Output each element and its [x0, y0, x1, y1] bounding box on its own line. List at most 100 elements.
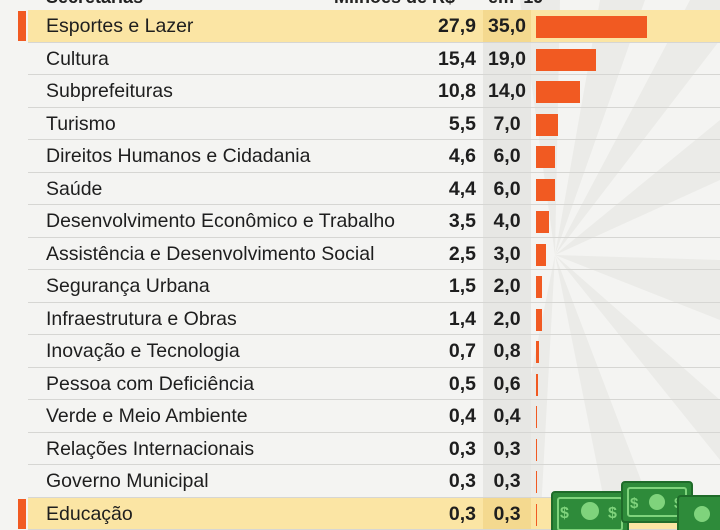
category-label: Inovação e Tecnologia	[46, 340, 240, 362]
table-header: Secretarias Milhões de R$ em '19	[0, 0, 720, 9]
column-shade	[483, 432, 531, 465]
column-shade	[483, 42, 531, 75]
bar	[536, 16, 647, 38]
highlight-marker	[18, 11, 26, 41]
bar	[536, 48, 597, 71]
value-milhoes: 2,5	[448, 242, 476, 265]
value-em-19: 0,3	[493, 470, 521, 492]
column-shade	[483, 497, 531, 530]
table-row: Relações Internacionais 0,3 0,3	[0, 432, 720, 465]
table-row: Pessoa com Deficiência 0,5 0,6	[0, 367, 720, 400]
row-divider	[28, 236, 720, 238]
bar	[536, 308, 543, 331]
column-shade	[483, 465, 531, 498]
category-label: Saúde	[46, 177, 103, 200]
table-row: Infraestrutura e Obras 1,4 2,0	[0, 302, 720, 335]
row-divider	[28, 106, 720, 108]
row-divider	[28, 171, 720, 173]
column-shade	[483, 172, 531, 205]
value-milhoes: 0,7	[448, 340, 476, 362]
value-milhoes: 0,3	[448, 470, 476, 492]
bar	[536, 211, 549, 233]
row-divider	[28, 204, 720, 205]
column-shade	[483, 237, 531, 270]
column-shade	[483, 107, 531, 140]
value-em-19: 0,8	[493, 340, 521, 362]
money-bills-icon: $ $ $ $	[551, 481, 720, 530]
value-em-19: 7,0	[493, 112, 521, 135]
table-row: Desenvolvimento Econômico e Trabalho 3,5 4…	[0, 205, 720, 238]
table-row: Direitos Humanos e Cidadania 4,6 6,0	[0, 140, 720, 173]
category-label: Educação	[46, 502, 133, 525]
value-em-19: 14,0	[488, 80, 526, 102]
bar	[536, 178, 556, 201]
category-label: Direitos Humanos e Cidadania	[46, 145, 311, 167]
table-row: Segurança Urbana 1,5 2,0	[0, 270, 720, 303]
category-label: Verde e Meio Ambiente	[46, 405, 248, 427]
category-label: Infraestrutura e Obras	[46, 307, 237, 330]
value-milhoes: 4,6	[448, 145, 476, 167]
category-label: Relações Internacionais	[46, 437, 255, 460]
svg-text:$: $	[608, 505, 617, 522]
value-milhoes: 0,5	[448, 372, 476, 395]
category-label: Segurança Urbana	[46, 275, 210, 297]
value-em-19: 2,0	[493, 307, 521, 330]
category-label: Cultura	[46, 47, 109, 70]
column-shade	[483, 205, 531, 238]
row-divider	[28, 301, 720, 303]
row-divider	[28, 366, 720, 368]
value-milhoes: 1,5	[448, 275, 476, 297]
value-milhoes: 1,4	[448, 307, 476, 330]
bar	[536, 503, 537, 526]
table-row: Assistência e Desenvolvimento Social 2,5 3…	[0, 237, 720, 270]
category-label: Governo Municipal	[46, 470, 209, 492]
bar	[536, 373, 538, 396]
category-label: Assistência e Desenvolvimento Social	[46, 242, 375, 265]
category-label: Pessoa com Deficiência	[46, 372, 255, 395]
column-shade	[483, 335, 531, 368]
column-shade	[483, 140, 531, 173]
bar	[536, 113, 559, 136]
row-divider	[28, 496, 720, 498]
highlight-marker	[18, 498, 26, 529]
value-milhoes: 3,5	[448, 210, 476, 232]
value-em-19: 6,0	[493, 145, 521, 167]
bar	[536, 471, 537, 493]
bar	[536, 276, 543, 298]
bar-chart-table: Esportes e Lazer 27,9 35,0 Cultura 15,4 19,0 S…	[0, 10, 720, 530]
row-divider	[28, 431, 720, 433]
table-row: Saúde 4,4 6,0	[0, 172, 720, 205]
value-em-19: 0,3	[493, 502, 521, 525]
table-row: Subprefeituras 10,8 14,0	[0, 75, 720, 108]
value-milhoes: 0,4	[448, 405, 476, 427]
value-milhoes: 15,4	[438, 47, 476, 70]
value-em-19: 6,0	[493, 177, 521, 200]
bar	[536, 341, 539, 363]
row-divider	[28, 464, 720, 465]
value-milhoes: 4,4	[448, 177, 476, 200]
table-row: Verde e Meio Ambiente 0,4 0,4	[0, 400, 720, 433]
bar	[536, 146, 556, 168]
value-milhoes: 0,3	[448, 437, 476, 460]
table-row: Cultura 15,4 19,0	[0, 42, 720, 75]
bar	[536, 243, 546, 266]
table-row: Turismo 5,5 7,0	[0, 107, 720, 140]
table-row: Inovação e Tecnologia 0,7 0,8	[0, 335, 720, 368]
value-em-19: 0,4	[493, 405, 521, 427]
row-divider	[28, 399, 720, 400]
category-label: Esportes e Lazer	[46, 15, 194, 37]
category-label: Subprefeituras	[46, 80, 173, 102]
column-shade	[483, 367, 531, 400]
row-divider	[28, 139, 720, 140]
value-milhoes: 10,8	[438, 80, 476, 102]
column-shade	[483, 302, 531, 335]
svg-text:$: $	[630, 495, 639, 512]
bar	[536, 438, 537, 461]
table-row: Governo Municipal 0,3 0,3	[0, 465, 720, 498]
value-em-19: 35,0	[488, 15, 526, 37]
row-divider	[28, 334, 720, 335]
header-milhoes: Milhões de R$	[334, 0, 455, 8]
bar	[536, 406, 538, 428]
value-em-19: 0,3	[493, 437, 521, 460]
value-em-19: 19,0	[488, 47, 526, 70]
